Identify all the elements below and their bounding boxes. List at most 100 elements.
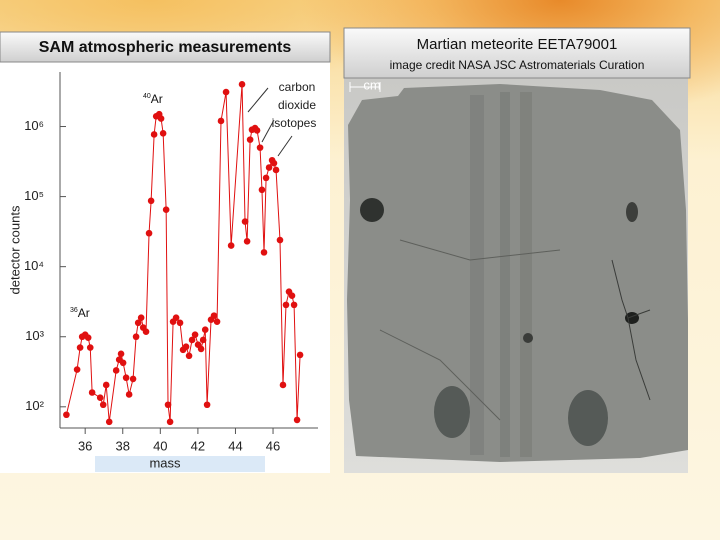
data-point bbox=[172, 314, 180, 321]
chart-title: SAM atmospheric measurements bbox=[39, 39, 292, 56]
x-tick-label: 38 bbox=[116, 438, 130, 453]
x-tick-label: 46 bbox=[266, 438, 280, 453]
spot bbox=[626, 202, 638, 222]
data-point bbox=[258, 186, 266, 194]
y-tick-label: 10⁶ bbox=[24, 118, 44, 133]
data-point bbox=[213, 318, 221, 325]
scale-label: cm bbox=[363, 77, 380, 92]
data-point bbox=[84, 334, 92, 341]
streak bbox=[500, 92, 510, 457]
data-point bbox=[191, 331, 199, 338]
data-point bbox=[265, 164, 273, 171]
y-axis-label: detector counts bbox=[7, 205, 22, 294]
data-point bbox=[129, 375, 137, 383]
data-point bbox=[105, 418, 113, 426]
photo-title: Martian meteorite EETA79001 bbox=[417, 36, 618, 53]
annotation: 36Ar bbox=[70, 306, 90, 320]
streak bbox=[520, 92, 532, 457]
data-point bbox=[290, 301, 298, 309]
data-point bbox=[176, 319, 184, 327]
data-point bbox=[99, 401, 107, 409]
annotation: carbon bbox=[279, 80, 316, 94]
data-point bbox=[241, 218, 249, 225]
annotation: dioxide bbox=[278, 98, 316, 112]
annotation-arrow bbox=[247, 87, 269, 113]
y-tick-label: 10⁴ bbox=[24, 258, 44, 273]
data-point bbox=[132, 333, 140, 341]
data-point bbox=[227, 242, 235, 249]
data-point bbox=[279, 381, 287, 389]
data-point bbox=[76, 344, 84, 351]
x-tick-label: 36 bbox=[78, 438, 92, 453]
data-point bbox=[262, 174, 270, 182]
chart-header bbox=[0, 31, 331, 63]
data-point bbox=[243, 238, 251, 245]
data-point bbox=[112, 367, 120, 374]
data-point bbox=[260, 249, 268, 256]
annotation: isotopes bbox=[272, 116, 317, 130]
photo-credit: image credit NASA JSC Astromaterials Cur… bbox=[390, 58, 645, 72]
data-point bbox=[222, 88, 230, 96]
data-point bbox=[276, 236, 284, 244]
data-point bbox=[256, 144, 264, 151]
data-point bbox=[185, 352, 193, 360]
data-point bbox=[217, 117, 225, 125]
spot bbox=[568, 390, 608, 446]
data-point bbox=[166, 418, 174, 426]
data-point bbox=[288, 292, 296, 300]
data-point bbox=[293, 416, 301, 424]
y-tick-label: 10² bbox=[25, 398, 44, 413]
annotation-arrow bbox=[261, 119, 275, 143]
data-point bbox=[150, 131, 158, 138]
data-point bbox=[188, 336, 196, 344]
data-point bbox=[159, 130, 167, 137]
data-point bbox=[201, 326, 209, 334]
spot bbox=[523, 333, 533, 343]
data-point bbox=[96, 394, 104, 401]
y-tick-label: 10⁵ bbox=[24, 188, 44, 203]
data-point bbox=[134, 319, 142, 327]
data-point bbox=[238, 81, 246, 88]
x-axis-label: mass bbox=[149, 455, 181, 470]
annotation-arrow bbox=[277, 135, 293, 157]
data-point bbox=[157, 115, 165, 122]
spot bbox=[360, 198, 384, 222]
annotation-text: Ar bbox=[151, 92, 163, 106]
data-point bbox=[270, 159, 278, 167]
data-point bbox=[145, 229, 153, 237]
data-point bbox=[199, 336, 207, 344]
data-point bbox=[88, 389, 96, 396]
data-point bbox=[253, 127, 261, 134]
data-point bbox=[197, 345, 205, 353]
x-label-band bbox=[95, 456, 265, 472]
data-point bbox=[102, 381, 110, 389]
spot bbox=[434, 386, 470, 438]
x-tick-label: 42 bbox=[191, 438, 205, 453]
scale-bar bbox=[349, 82, 381, 92]
crack bbox=[611, 259, 651, 401]
photo-header bbox=[343, 27, 691, 79]
data-point bbox=[119, 359, 127, 367]
x-tick-label: 40 bbox=[153, 438, 167, 453]
data-point bbox=[125, 391, 133, 398]
annotation: 40Ar bbox=[143, 92, 163, 106]
data-point bbox=[282, 301, 290, 309]
data-point bbox=[182, 343, 190, 351]
data-point bbox=[63, 411, 70, 419]
crack bbox=[379, 239, 561, 421]
data-point bbox=[203, 401, 211, 409]
data-point bbox=[246, 136, 254, 143]
data-point bbox=[73, 366, 81, 373]
data-point bbox=[137, 314, 145, 321]
data-point bbox=[296, 351, 304, 359]
data-point bbox=[210, 312, 218, 319]
y-tick-label: 10³ bbox=[25, 328, 44, 343]
data-point bbox=[164, 401, 172, 409]
streak bbox=[470, 95, 484, 455]
data-point bbox=[86, 344, 94, 351]
data-point bbox=[162, 206, 170, 214]
data-point bbox=[122, 374, 130, 382]
data-point bbox=[142, 328, 150, 335]
